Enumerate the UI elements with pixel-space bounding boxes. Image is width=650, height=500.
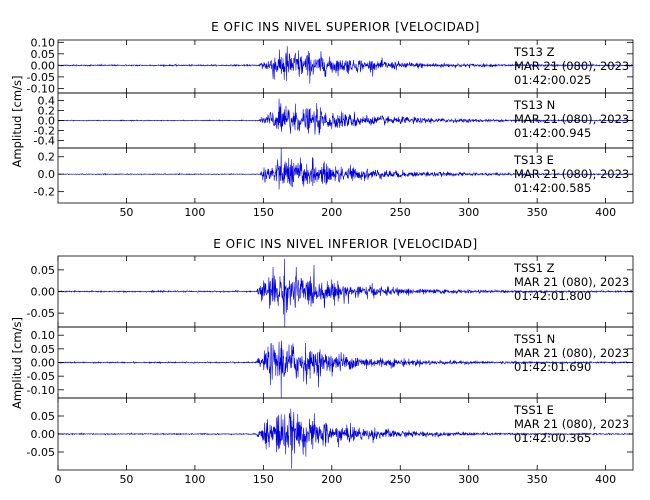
y-axis-label: Amplitud [cm/s]	[10, 76, 24, 168]
y-tick-label: -0.05	[27, 71, 55, 84]
y-tick-label: -0.05	[27, 446, 55, 459]
station-name: TS13 E	[513, 153, 554, 167]
x-tick-label: 350	[527, 206, 548, 219]
y-tick-label: -0.10	[27, 82, 55, 95]
x-tick-label: 250	[390, 473, 411, 486]
record-time: 01:42:01.800	[514, 289, 591, 303]
station-name: TSS1 E	[513, 403, 554, 417]
waveform-trace	[58, 98, 633, 135]
waveform-trace	[58, 340, 633, 398]
waveform-trace	[58, 148, 633, 190]
x-tick-label: 300	[458, 473, 479, 486]
y-tick-label: -0.4	[34, 135, 55, 148]
y-tick-label: -0.05	[27, 307, 55, 320]
station-name: TS13 N	[513, 98, 555, 112]
y-tick-label: 0.00	[31, 428, 56, 441]
y-tick-label: -0.10	[27, 384, 55, 397]
record-date: MAR 21 (080), 2023	[514, 417, 629, 431]
waveform-trace	[58, 408, 633, 469]
panel-frame	[57, 147, 634, 204]
record-time: 01:42:00.025	[514, 73, 591, 87]
record-date: MAR 21 (080), 2023	[514, 112, 629, 126]
x-tick-label: 150	[253, 206, 274, 219]
y-tick-label: 0.05	[31, 343, 56, 356]
chart-group-1: E OFIC INS NIVEL SUPERIOR [VELOCIDAD] Amp…	[10, 20, 634, 219]
record-time: 01:42:00.585	[514, 181, 591, 195]
record-date: MAR 21 (080), 2023	[514, 275, 629, 289]
station-name: TSS1 Z	[513, 261, 555, 275]
waveform-trace	[58, 258, 633, 327]
record-date: MAR 21 (080), 2023	[514, 59, 629, 73]
y-tick-label: 0.2	[38, 151, 56, 164]
y-tick-label: 0.10	[31, 36, 56, 49]
x-tick-label: 100	[184, 473, 205, 486]
record-date: MAR 21 (080), 2023	[514, 346, 629, 360]
y-tick-label: 0.2	[38, 105, 56, 118]
y-tick-label: 0.10	[31, 329, 56, 342]
y-tick-label: 0.00	[31, 59, 56, 72]
x-tick-label: 400	[595, 473, 616, 486]
y-tick-label: 0.0	[38, 168, 56, 181]
x-tick-label: 250	[390, 206, 411, 219]
chart-title: E OFIC INS NIVEL SUPERIOR [VELOCIDAD]	[211, 20, 480, 34]
y-tick-label: 0.05	[31, 264, 56, 277]
x-tick-label: 0	[55, 473, 62, 486]
record-time: 01:42:00.945	[514, 126, 591, 140]
station-name: TSS1 N	[513, 332, 555, 346]
chart-title: E OFIC INS NIVEL INFERIOR [VELOCIDAD]	[213, 237, 477, 251]
y-tick-label: 0.05	[31, 410, 56, 423]
waveform-trace	[58, 46, 633, 84]
station-name: TS13 Z	[513, 45, 555, 59]
y-tick-label: 0.00	[31, 286, 56, 299]
x-tick-label: 50	[119, 206, 133, 219]
x-tick-label: 200	[321, 206, 342, 219]
chart-group-2: E OFIC INS NIVEL INFERIOR [VELOCIDAD] Amp…	[10, 237, 634, 486]
y-tick-label: 0.4	[38, 95, 56, 108]
y-axis-label: Amplitud [cm/s]	[10, 317, 24, 409]
y-tick-label: 0.05	[31, 48, 56, 61]
record-date: MAR 21 (080), 2023	[514, 167, 629, 181]
y-tick-label: -0.05	[27, 370, 55, 383]
x-tick-label: 150	[253, 473, 274, 486]
y-tick-label: 0.00	[31, 357, 56, 370]
x-tick-label: 300	[458, 206, 479, 219]
y-tick-label: -0.2	[34, 125, 55, 138]
x-tick-label: 200	[321, 473, 342, 486]
record-time: 01:42:01.690	[514, 360, 591, 374]
x-tick-label: 50	[119, 473, 133, 486]
record-time: 01:42:00.365	[514, 431, 591, 445]
y-tick-label: 0.0	[38, 115, 56, 128]
x-tick-label: 100	[184, 206, 205, 219]
y-tick-label: -0.2	[34, 186, 55, 199]
x-tick-label: 400	[595, 206, 616, 219]
x-tick-label: 350	[527, 473, 548, 486]
